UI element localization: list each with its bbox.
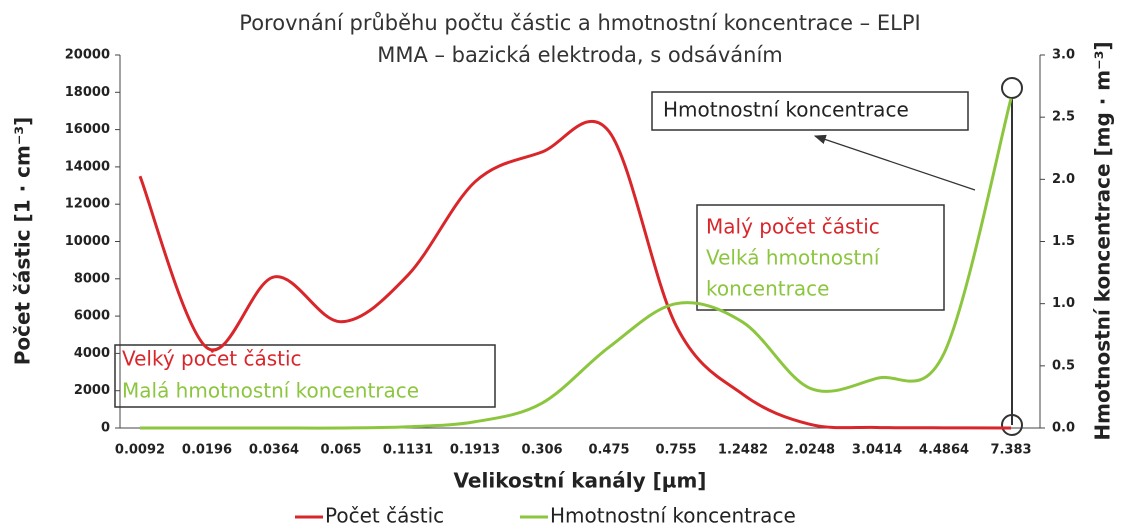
annotation-text: Malý počet částic [706,215,880,239]
y-tick-label: 8000 [74,271,110,286]
y-tick-label: 20000 [65,48,110,63]
series-line [138,119,1012,430]
range-end [1001,77,1023,99]
annotation-box [114,344,496,408]
annotation-text: Hmotnostní koncentrace [663,98,909,122]
y2-tick-label: 2.0 [1052,172,1075,187]
x-tick-label: 0.1131 [383,443,433,458]
y-tick-label: 0 [101,421,110,436]
legend-label: Hmotnostní koncentrace [550,504,796,528]
annotation-text: Malá hmotnostní koncentrace [122,379,419,403]
x-tick-label: 3.0414 [852,443,902,458]
x-tick-label: 0.0092 [115,443,165,458]
y2-tick-label: 1.5 [1052,234,1075,249]
y2-tick-label: 0.5 [1052,358,1075,373]
annotation-text: Velká hmotnostní [706,246,881,270]
x-tick-label: 0.065 [320,443,361,458]
annotation-text: koncentrace [706,277,829,301]
x-axis-title: Velikostní kanály [µm] [454,469,707,493]
y-tick-label: 4000 [74,346,110,361]
legend-label: Počet částic [325,504,444,528]
y2-tick-label: 2.5 [1052,110,1075,125]
y2-axis-title: Hmotnostní koncentrace [mg · m⁻³] [1091,41,1115,440]
annotation-arrow [813,134,976,191]
x-tick-label: 0.755 [655,443,696,458]
x-tick-label: 4.4864 [919,443,969,458]
y-tick-label: 18000 [65,85,110,100]
y-tick-label: 12000 [65,197,110,212]
x-tick-label: 0.306 [521,443,562,458]
x-tick-label: 0.0364 [249,443,299,458]
chart-title: Porovnání průběhu počtu částic a hmotnos… [239,11,920,35]
range-end [1001,414,1023,436]
y-tick-label: 2000 [74,383,110,398]
x-tick-label: 7.383 [990,443,1031,458]
x-tick-label: 0.475 [588,443,629,458]
chart-subtitle: MMA – bazická elektroda, s odsáváním [377,43,783,67]
y2-tick-label: 0.0 [1052,421,1075,436]
annotation-text: Velký počet částic [122,347,302,371]
y-tick-label: 6000 [74,309,110,324]
y-axis-title: Počet částic [1 · cm⁻³] [11,117,35,366]
annotation-box [696,204,945,311]
x-tick-label: 0.0196 [182,443,232,458]
annotation-box [651,91,969,131]
x-tick-label: 2.0248 [785,443,835,458]
y-tick-label: 16000 [65,122,110,137]
y-tick-label: 10000 [65,234,110,249]
x-tick-label: 1.2482 [718,443,768,458]
y2-tick-label: 3.0 [1052,48,1075,63]
x-tick-label: 0.1913 [450,443,500,458]
series-line [140,98,1013,430]
y2-tick-label: 1.0 [1052,296,1075,311]
y-tick-label: 14000 [65,159,110,174]
